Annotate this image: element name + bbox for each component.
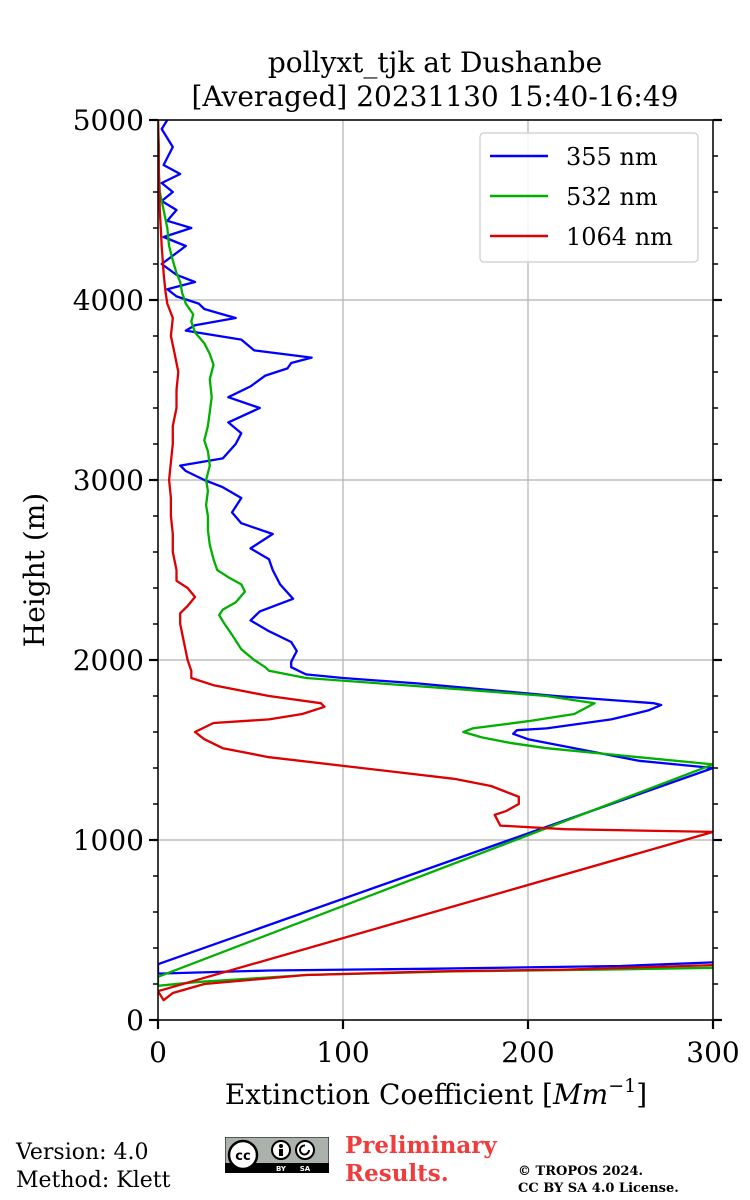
x-tick-label-100: 100 <box>316 1036 369 1069</box>
preliminary-results-line1: Preliminary <box>345 1132 497 1159</box>
sa-icon-arrow <box>299 1144 310 1156</box>
legend-label-355: 355 nm <box>566 143 658 171</box>
x-axis-label: Extinction Coefficient [Mm−1] <box>225 1075 647 1111</box>
y-axis-label: Height (m) <box>18 493 51 647</box>
x-tick-label-0: 0 <box>149 1036 167 1069</box>
preliminary-results-line2: Results. <box>345 1160 449 1187</box>
sa-label: SA <box>300 1165 311 1173</box>
by-label: BY <box>276 1165 287 1173</box>
axis-ticks <box>149 118 722 1029</box>
cc-license-badge: cc BY SA <box>225 1137 329 1173</box>
legend-label-1064: 1064 nm <box>566 223 673 251</box>
cc-icon <box>227 1139 259 1171</box>
series-line-1064-nm <box>158 120 713 1002</box>
plot-frame <box>157 119 714 1021</box>
legend-label-532: 532 nm <box>566 183 658 211</box>
x-tick-label-200: 200 <box>501 1036 554 1069</box>
x-axis-label-exponent: −1 <box>608 1075 636 1097</box>
by-icon-body <box>279 1149 283 1156</box>
version-text: Version: 4.0 <box>16 1140 149 1165</box>
y-tick-label-3000: 3000 <box>73 464 144 497</box>
x-axis-label-unit: Mm <box>552 1078 608 1111</box>
y-tick-label-0: 0 <box>126 1004 144 1037</box>
x-axis-label-close: ] <box>636 1078 647 1111</box>
y-tick-label-1000: 1000 <box>73 824 144 857</box>
y-tick-label-4000: 4000 <box>73 284 144 317</box>
legend-box <box>479 132 699 263</box>
sa-icon <box>295 1140 315 1160</box>
method-text: Method: Klett <box>16 1168 171 1193</box>
cc-icon-text: cc <box>235 1149 250 1164</box>
series-lines <box>158 120 713 1002</box>
chart-title-line2: [Averaged] 20231130 15:40-16:49 <box>192 80 679 113</box>
legend: 355 nm 532 nm 1064 nm <box>479 132 699 263</box>
chart-title-line1: pollyxt_tjk at Dushanbe <box>268 46 602 79</box>
series-line-355-nm <box>158 120 713 975</box>
copyright-line2: CC BY SA 4.0 License. <box>518 1181 679 1196</box>
x-tick-label-300: 300 <box>686 1036 739 1069</box>
series-line-532-nm <box>158 120 713 987</box>
y-tick-label-5000: 5000 <box>73 104 144 137</box>
y-tick-label-2000: 2000 <box>73 644 144 677</box>
by-icon-head <box>279 1144 283 1148</box>
copyright-line1: © TROPOS 2024. <box>518 1164 644 1179</box>
x-axis-label-text: Extinction Coefficient [ <box>225 1078 553 1111</box>
